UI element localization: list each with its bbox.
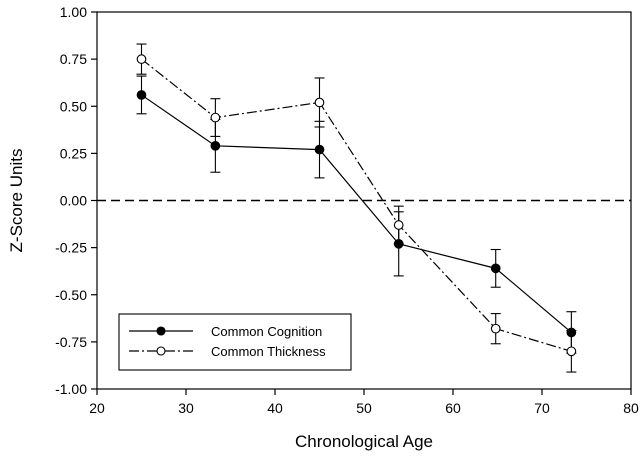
data-point [490,263,501,274]
y-tick-label: -1.00 [55,381,87,397]
ticks-layer: 20 30 40 50 60 70 80 1.00 0.75 0.50 0.25 0.00 -0.25 -… [55,4,639,416]
y-tick-label: -0.25 [55,240,87,256]
legend-label: Common Thickness [211,344,326,359]
x-tick-label: 40 [267,400,283,416]
legend: Common Cognition Common Thickness [118,313,352,371]
data-point [210,140,221,151]
data-point [314,97,325,108]
y-tick-label: 0.00 [60,193,87,209]
legend-marker [156,346,166,356]
y-tick-label: -0.75 [55,334,87,350]
series-layer [136,43,577,373]
x-tick-label: 20 [89,400,105,416]
data-point [393,220,404,230]
series-line [141,94,572,333]
legend-label: Common Cognition [211,324,322,339]
x-tick-label: 30 [178,400,194,416]
x-axis-title: Chronological Age [295,432,433,451]
x-tick-label: 50 [356,400,372,416]
y-tick-label: 0.50 [60,98,87,114]
y-tick-label: 0.75 [60,51,87,67]
series-2 [136,43,577,373]
legend-marker [156,326,166,336]
legend-box [118,313,352,371]
data-point [210,112,221,123]
data-point [490,323,501,334]
data-point [566,346,577,357]
x-tick-label: 70 [534,400,550,416]
y-tick-label: -0.50 [55,287,87,303]
x-tick-label: 60 [445,400,461,416]
data-point [314,144,325,155]
series-line [141,58,572,352]
series-1 [136,75,577,354]
y-axis-title: Z-Score Units [7,149,26,253]
data-point [136,54,147,64]
y-tick-label: 0.25 [60,145,87,161]
y-tick-label: 1.00 [60,4,87,20]
data-point [136,90,147,100]
x-tick-label: 80 [623,400,639,416]
